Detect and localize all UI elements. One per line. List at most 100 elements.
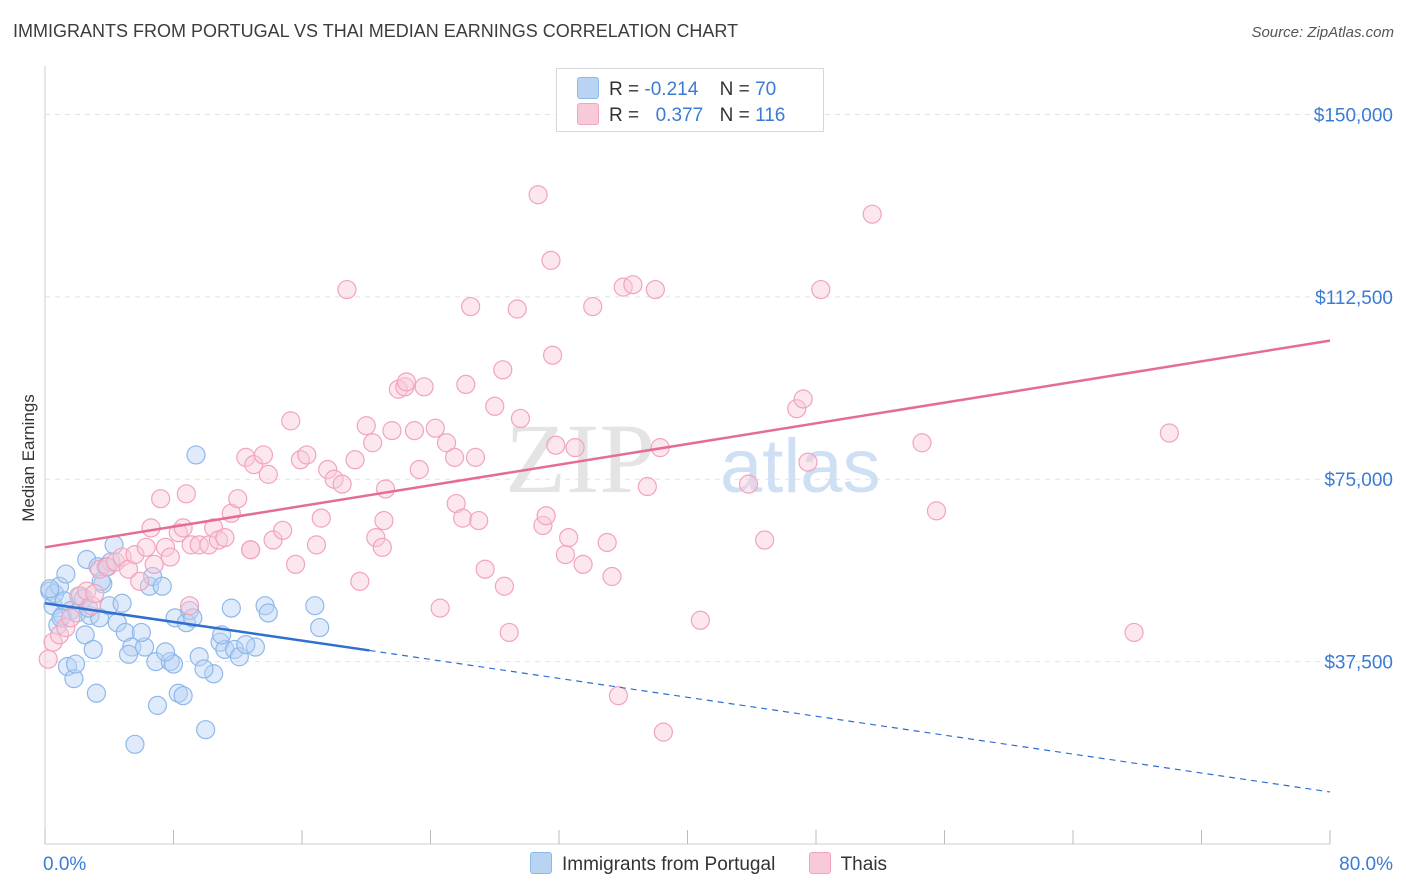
data-point	[414, 377, 434, 397]
data-point	[147, 695, 168, 715]
data-point	[510, 408, 531, 429]
legend-swatch-portugal	[530, 852, 552, 874]
data-point	[465, 447, 486, 467]
series-portugal	[40, 445, 330, 754]
data-point	[173, 518, 193, 538]
data-point	[51, 608, 71, 628]
swatch-portugal	[577, 77, 599, 99]
data-point	[155, 537, 176, 557]
data-point	[541, 250, 561, 270]
data-point	[152, 576, 172, 596]
watermark-zip: ZIP	[505, 403, 655, 514]
y-tick-label: $112,500	[1315, 288, 1393, 309]
data-point	[645, 279, 665, 300]
legend-item-portugal[interactable]: Immigrants from Portugal	[530, 852, 775, 876]
data-point	[196, 720, 216, 740]
data-point	[297, 445, 317, 465]
data-point	[494, 576, 514, 596]
data-point	[189, 647, 209, 667]
data-point	[151, 489, 171, 509]
data-point	[528, 185, 548, 205]
data-point	[75, 625, 95, 645]
data-point	[738, 474, 759, 494]
trend-lines	[44, 339, 1331, 793]
data-point	[258, 464, 278, 484]
data-point	[372, 537, 392, 557]
n-label: N =	[719, 105, 750, 126]
data-point	[690, 610, 710, 630]
data-point	[38, 649, 58, 669]
n-value: 70	[755, 79, 777, 100]
data-point	[345, 450, 365, 470]
data-point	[1124, 622, 1144, 643]
data-point	[475, 559, 495, 579]
data-point	[228, 489, 248, 509]
data-point	[143, 566, 163, 587]
data-point	[86, 683, 107, 703]
data-point	[653, 722, 674, 742]
data-point	[461, 296, 481, 317]
data-point	[221, 598, 241, 618]
data-point	[236, 634, 256, 655]
data-point	[409, 459, 429, 480]
data-point	[375, 479, 396, 499]
data-point	[273, 520, 293, 540]
y-tick-label: $150,000	[1314, 105, 1393, 126]
data-point	[602, 566, 622, 587]
data-point	[285, 554, 306, 574]
watermark: ZIP atlas	[505, 403, 881, 514]
series-legend: Immigrants from Portugal Thais	[530, 852, 915, 876]
data-point	[40, 579, 60, 599]
data-point	[565, 438, 585, 458]
data-point	[793, 389, 813, 409]
data-point	[136, 537, 156, 557]
data-point	[425, 418, 445, 438]
data-point	[43, 632, 63, 652]
data-point	[356, 416, 376, 436]
data-point	[179, 596, 200, 616]
data-point	[366, 527, 386, 548]
data-point	[244, 455, 264, 475]
source-label: Source: ZipAtlas.com	[1251, 24, 1394, 41]
legend-item-thais[interactable]: Thais	[808, 852, 887, 876]
series-thais	[38, 185, 1179, 742]
data-point	[186, 445, 206, 465]
data-point	[241, 540, 261, 560]
trend-line-thais	[44, 339, 1331, 549]
n-value: 116	[755, 105, 786, 126]
data-point	[318, 459, 338, 480]
data-point	[374, 510, 394, 531]
data-point	[396, 372, 417, 392]
data-point	[83, 639, 103, 660]
data-point	[493, 360, 513, 380]
data-point	[456, 374, 476, 394]
data-point	[811, 279, 831, 300]
data-point	[862, 204, 882, 224]
data-point	[404, 421, 425, 441]
data-point	[90, 559, 110, 579]
data-point	[176, 484, 196, 504]
data-point	[253, 445, 274, 465]
data-point	[306, 535, 327, 555]
data-point	[194, 659, 214, 679]
data-point	[546, 435, 566, 455]
n-label: N =	[719, 79, 750, 100]
data-point	[305, 596, 325, 616]
axes	[44, 66, 1331, 845]
chart-title: IMMIGRANTS FROM PORTUGAL VS THAI MEDIAN …	[13, 21, 739, 41]
data-point	[453, 508, 473, 528]
data-point	[77, 581, 97, 601]
data-point	[160, 547, 180, 567]
data-point	[131, 622, 151, 643]
data-point	[436, 433, 457, 453]
data-point	[1159, 423, 1179, 443]
data-point	[382, 421, 402, 441]
data-point	[85, 583, 105, 604]
stats-row-portugal: R = -0.214 N = 70	[577, 77, 776, 101]
data-point	[118, 644, 139, 664]
x-tick-label-max: 80.0%	[1339, 854, 1393, 875]
x-tick-label-min: 0.0%	[43, 854, 86, 875]
data-point	[926, 501, 947, 521]
data-point	[337, 279, 357, 300]
